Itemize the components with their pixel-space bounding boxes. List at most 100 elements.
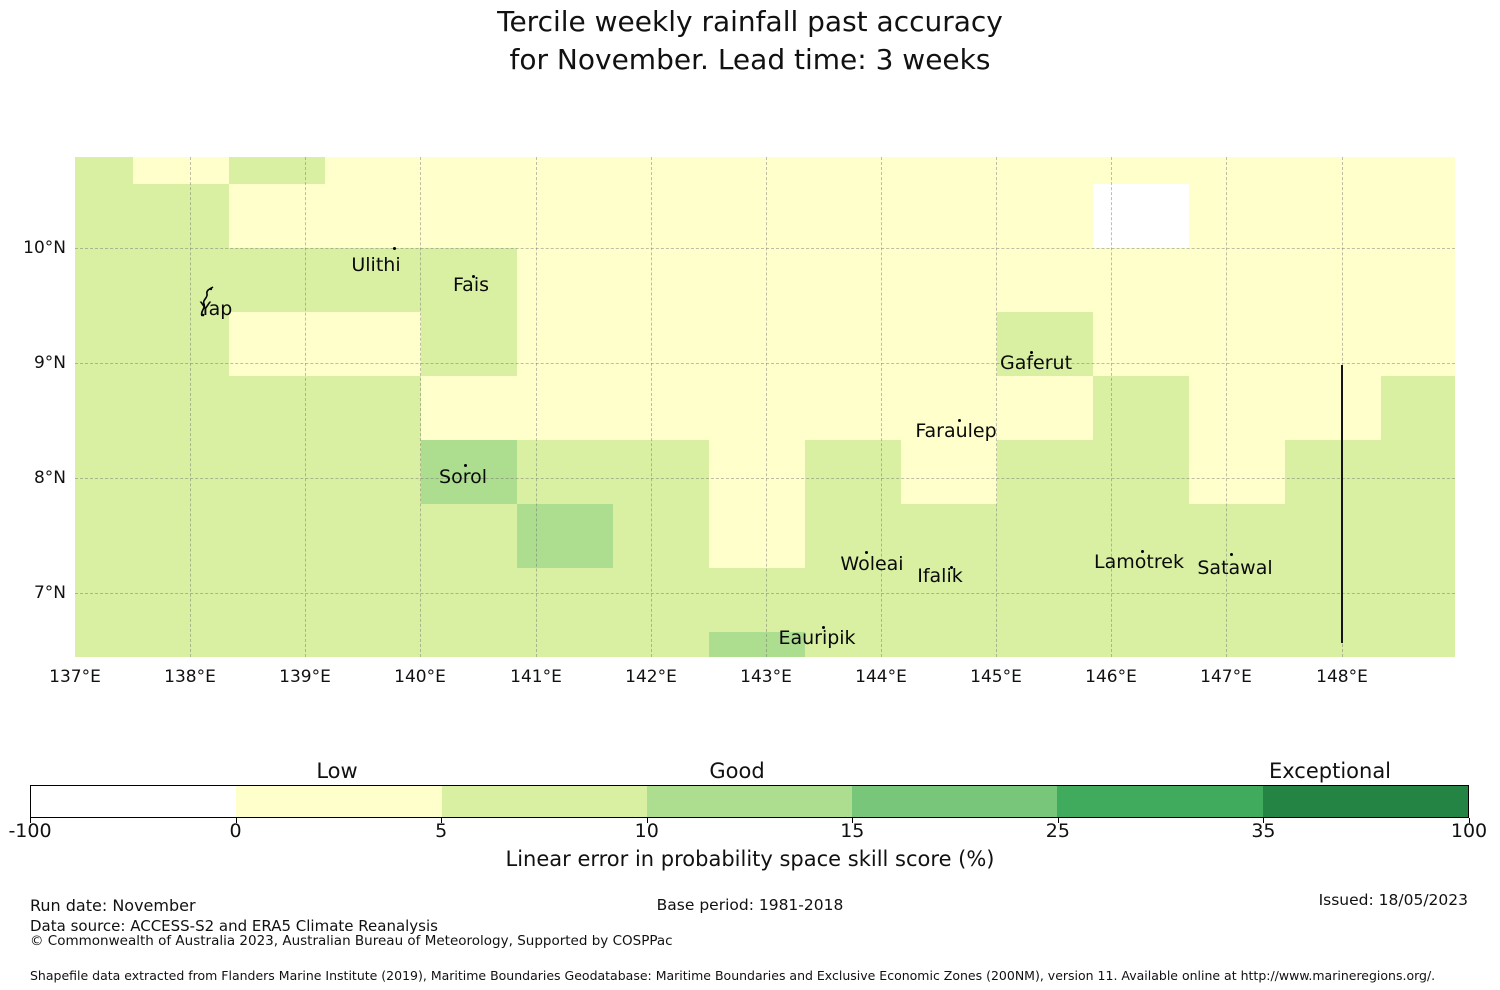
grid-cell	[1189, 376, 1285, 440]
grid-cell	[75, 376, 133, 440]
colorbar-tick-label: -100	[8, 820, 52, 842]
longitude-gridline	[651, 157, 652, 657]
grid-cell	[1285, 568, 1381, 632]
grid-cell	[75, 632, 133, 657]
grid-cell	[1093, 184, 1189, 248]
y-tick-label: 8°N	[33, 468, 66, 488]
grid-cell	[133, 248, 229, 312]
eez-boundary-line	[1341, 365, 1343, 643]
grid-cell	[805, 568, 901, 632]
grid-cell	[1285, 632, 1381, 657]
grid-cell	[1093, 312, 1189, 376]
island-dot-lamotrek	[1141, 550, 1144, 553]
grid-cell	[709, 376, 805, 440]
grid-cell	[1093, 440, 1189, 504]
yap-island-outline	[197, 286, 217, 324]
grid-cell	[325, 632, 421, 657]
grid-cell	[1381, 376, 1455, 440]
grid-cell	[613, 184, 709, 248]
colorbar-segment	[852, 786, 1058, 817]
grid-cell	[517, 157, 613, 184]
grid-cell	[1093, 504, 1189, 568]
grid-cell	[613, 376, 709, 440]
footer-run-date: Run date: November	[30, 896, 196, 915]
colorbar-tick-label: 100	[1450, 820, 1488, 842]
grid-cell	[997, 312, 1093, 376]
grid-cell	[1381, 568, 1455, 632]
grid-cell	[517, 568, 613, 632]
colorbar-tick-label: 5	[435, 820, 448, 842]
x-tick-label: 139°E	[279, 667, 331, 687]
grid-cell	[517, 376, 613, 440]
island-label-eauripik: Eauripik	[778, 627, 856, 649]
longitude-gridline	[996, 157, 997, 657]
colorbar-tick-label: 10	[634, 820, 659, 842]
y-tick-label: 7°N	[33, 583, 66, 603]
grid-cell	[997, 376, 1093, 440]
colorbar-segment	[31, 786, 237, 817]
grid-cell	[613, 248, 709, 312]
island-dot-eauripik	[822, 626, 825, 629]
grid-cell	[805, 184, 901, 248]
longitude-gridline	[1111, 157, 1112, 657]
grid-cell	[901, 632, 997, 657]
grid-cell	[997, 157, 1093, 184]
grid-cell	[421, 376, 517, 440]
figure-title-line1: Tercile weekly rainfall past accuracy	[497, 5, 1003, 38]
colorbar-axis-label: Linear error in probability space skill …	[505, 847, 995, 871]
grid-cell	[997, 568, 1093, 632]
grid-cell	[805, 157, 901, 184]
grid-cell	[133, 504, 229, 568]
grid-cell	[709, 440, 805, 504]
grid-cell	[1381, 504, 1455, 568]
colorbar-category-exceptional: Exceptional	[1268, 759, 1392, 783]
latitude-gridline	[75, 593, 1455, 594]
island-dot-faraulep	[958, 419, 961, 422]
grid-cell	[709, 504, 805, 568]
island-label-woleai: Woleai	[840, 553, 904, 575]
grid-cell	[75, 184, 133, 248]
x-tick-label: 140°E	[394, 667, 446, 687]
grid-cell	[75, 568, 133, 632]
grid-cell	[613, 157, 709, 184]
grid-cell	[229, 312, 325, 376]
colorbar-tick	[1057, 818, 1059, 823]
x-tick-label: 145°E	[970, 667, 1022, 687]
grid-cell	[805, 248, 901, 312]
grid-cell	[229, 376, 325, 440]
grid-cell	[1381, 312, 1455, 376]
x-tick-label: 143°E	[740, 667, 792, 687]
grid-cell	[75, 504, 133, 568]
grid-cell	[421, 312, 517, 376]
grid-cell	[1285, 157, 1381, 184]
island-dot-ulithi	[393, 247, 396, 250]
grid-cell	[325, 248, 421, 312]
grid-cell	[229, 504, 325, 568]
grid-cell	[229, 248, 325, 312]
island-dot-satawal	[1230, 553, 1233, 556]
grid-cell	[613, 312, 709, 376]
grid-cell	[421, 504, 517, 568]
grid-cell	[709, 157, 805, 184]
colorbar-segment	[441, 786, 647, 817]
colorbar-tick-label: 35	[1251, 820, 1276, 842]
latitude-gridline	[75, 478, 1455, 479]
x-tick-label: 141°E	[510, 667, 562, 687]
grid-cell	[997, 184, 1093, 248]
grid-cell	[997, 440, 1093, 504]
island-label-sorol: Sorol	[439, 466, 487, 488]
grid-cell	[325, 440, 421, 504]
island-label-fais: Fais	[452, 274, 490, 296]
grid-cell	[75, 248, 133, 312]
y-tick-label: 9°N	[33, 353, 66, 373]
grid-cell	[997, 504, 1093, 568]
island-dot-sorol	[464, 464, 467, 467]
grid-cell	[517, 504, 613, 568]
colorbar-category-low: Low	[316, 759, 358, 783]
grid-cell	[517, 440, 613, 504]
x-tick-label: 138°E	[164, 667, 216, 687]
grid-cell	[901, 312, 997, 376]
grid-cell	[709, 568, 805, 632]
grid-cell	[325, 184, 421, 248]
colorbar-segment	[1057, 786, 1263, 817]
